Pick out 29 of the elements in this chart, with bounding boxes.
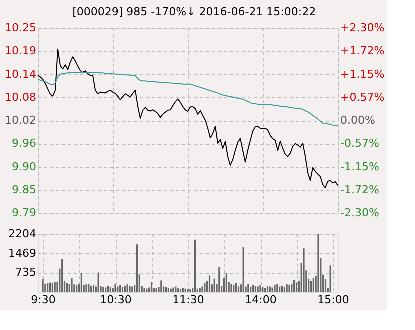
- y-tick-label: 9.85: [12, 183, 36, 196]
- chart-title: [000029] 985 -170%↓ 2016-06-21 15:00:22: [72, 6, 316, 18]
- y2-tick-label: +1.15%: [340, 68, 385, 81]
- y-tick-label: 10.08: [5, 90, 36, 104]
- y2-tick-label: -0.57%: [340, 137, 380, 150]
- y-tick-label: 10.25: [5, 22, 36, 34]
- line-series: [38, 48, 338, 188]
- x-tick-label: 10:30: [100, 294, 132, 306]
- y2-tick-label: 0.00%: [340, 114, 376, 127]
- y-tick-label: 1469: [8, 246, 36, 260]
- y-tick-label: 10.19: [5, 44, 36, 58]
- y-tick-label: 2204: [8, 228, 36, 240]
- y-tick-label: 10.14: [5, 68, 36, 81]
- y2-tick-label: +1.72%: [340, 44, 385, 58]
- x-tick-label: 9:30: [31, 294, 56, 306]
- y2-tick-label: +2.30%: [340, 22, 385, 34]
- y-tick-label: 9.96: [12, 137, 36, 150]
- y2-tick-label: -2.30%: [340, 206, 380, 220]
- x-tick-label: 14:00: [245, 294, 277, 306]
- y-tick-label: 735: [16, 266, 36, 280]
- y2-tick-label: +0.57%: [340, 90, 385, 104]
- y2-tick-label: -1.15%: [340, 160, 380, 174]
- y2-tick-label: -1.72%: [340, 183, 380, 196]
- y-tick-label: 10.02: [5, 114, 36, 127]
- x-tick-label: 15:00: [318, 294, 350, 306]
- x-tick-label: 11:30: [172, 294, 204, 306]
- y-tick-label: 9.90: [12, 160, 36, 174]
- line-series: [38, 72, 338, 127]
- y-tick-label: 9.79: [12, 206, 36, 220]
